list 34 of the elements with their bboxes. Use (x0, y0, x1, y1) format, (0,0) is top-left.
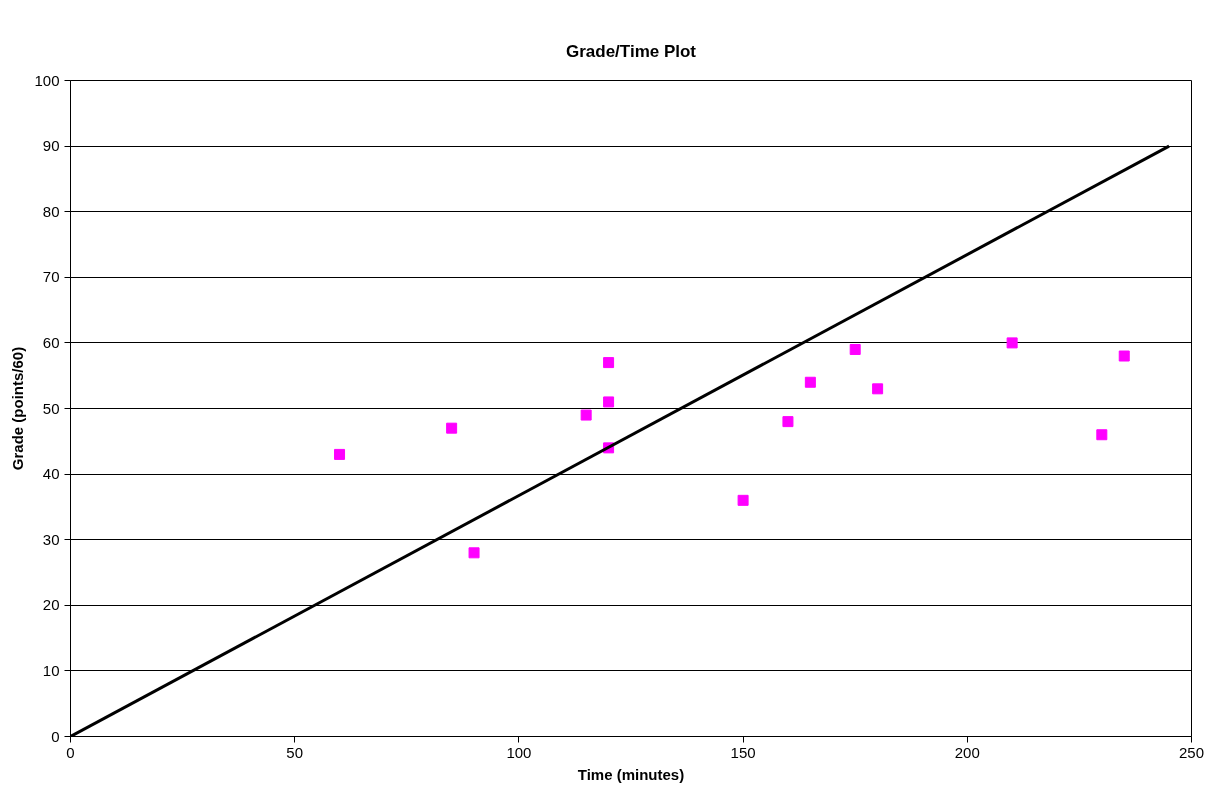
y-tick-label: 70 (42, 268, 60, 286)
y-tick-label: 10 (42, 661, 60, 679)
x-tick-label: 100 (506, 743, 532, 761)
y-tick-label: 30 (42, 530, 60, 548)
x-tick-label: 50 (286, 743, 304, 761)
point (737, 494, 749, 506)
y-tick-label: 80 (42, 202, 60, 220)
point (1006, 337, 1018, 349)
x-tick-label: 250 (1178, 743, 1205, 761)
point (334, 448, 346, 460)
y-tick-label: 100 (34, 71, 60, 89)
point (849, 343, 861, 355)
x-tick-label: 150 (730, 743, 756, 761)
point (1118, 350, 1130, 362)
y-tick-label: 0 (51, 727, 60, 745)
y-tick-label: 20 (42, 596, 60, 614)
point (603, 357, 615, 369)
point (603, 396, 615, 408)
point (804, 376, 816, 388)
point (580, 409, 592, 421)
x-tick-label: 200 (954, 743, 980, 761)
y-axis-title: Grade (points/60) (9, 346, 27, 471)
point (1096, 429, 1108, 441)
y-tick-label: 60 (42, 333, 60, 351)
x-axis-title: Time (minutes) (577, 765, 685, 783)
point (872, 383, 884, 395)
y-tick-label: 40 (42, 465, 60, 483)
y-tick-label: 90 (42, 137, 60, 155)
point (468, 547, 480, 559)
y-tick-label: 50 (42, 399, 60, 417)
x-tick-label: 0 (66, 743, 75, 761)
chart-title: Grade/Time Plot (565, 41, 697, 61)
point (782, 416, 794, 428)
point (446, 422, 458, 434)
